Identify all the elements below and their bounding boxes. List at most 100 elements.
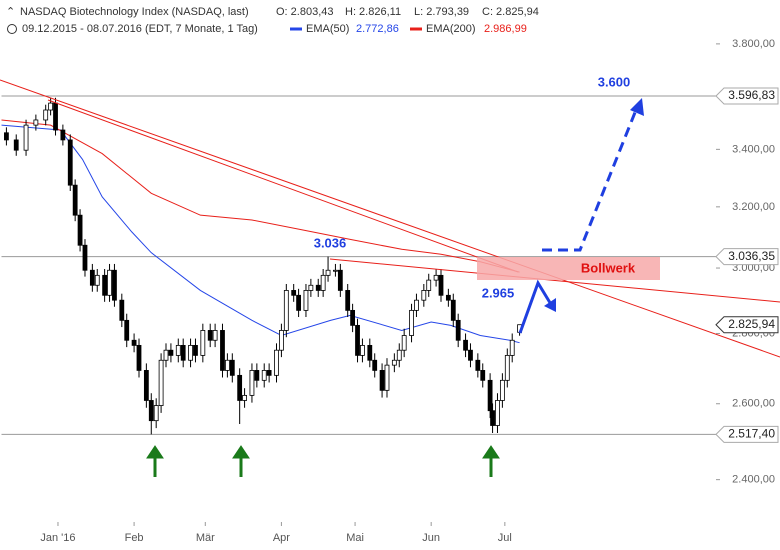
candle-body xyxy=(504,354,510,381)
candle-body xyxy=(237,374,243,401)
trend-line xyxy=(329,258,780,303)
legend-label: EMA(200) xyxy=(426,23,476,35)
candle-body xyxy=(426,279,432,291)
candle-body xyxy=(367,344,373,361)
x-tick-label: Jul xyxy=(498,532,512,544)
candle-body xyxy=(355,324,360,356)
annotation: Bollwerk xyxy=(581,260,636,275)
candle-body xyxy=(333,269,338,272)
candle-body xyxy=(77,214,83,246)
candle-body xyxy=(60,129,66,141)
candle-body xyxy=(148,400,154,422)
candle-body xyxy=(379,370,385,391)
candle-body xyxy=(242,394,247,401)
candle-body xyxy=(283,290,289,331)
legend-value: 2.986,99 xyxy=(484,23,527,35)
candle-body xyxy=(212,330,218,341)
candle-body xyxy=(391,359,397,366)
chart-title: NASDAQ Biotechnology Index (NASDAQ, last… xyxy=(20,6,249,18)
icon: ⌃ xyxy=(6,6,15,18)
candle-body xyxy=(320,274,326,291)
candle-body xyxy=(158,359,164,406)
candle-body xyxy=(82,244,88,271)
candle-body xyxy=(350,309,356,326)
candle-body xyxy=(112,269,117,301)
candle-body xyxy=(136,344,142,371)
candle-body xyxy=(455,319,461,341)
candle-body xyxy=(274,349,279,376)
annotation: 3.600 xyxy=(598,74,631,89)
candle-body xyxy=(495,400,500,426)
candle-body xyxy=(480,370,486,381)
trend-line xyxy=(0,79,780,358)
candle-body xyxy=(372,359,378,371)
candle-body xyxy=(409,309,414,336)
clock-icon xyxy=(7,24,17,34)
candle-body xyxy=(89,269,95,286)
arrow xyxy=(518,279,554,334)
candle-body xyxy=(438,274,444,296)
candle-body xyxy=(188,344,193,361)
ohlc-low: L: 2.793,39 xyxy=(414,6,469,18)
legend-value: 2.772,86 xyxy=(356,23,399,35)
candle-body xyxy=(72,184,78,216)
candle-body xyxy=(143,370,149,401)
level-box xyxy=(715,87,779,105)
up-arrows xyxy=(146,445,500,477)
x-tick-label: Jun xyxy=(422,532,440,544)
candle-body xyxy=(296,294,301,311)
candle-body xyxy=(433,274,439,281)
candle-body xyxy=(200,330,206,356)
candle-body xyxy=(207,330,213,341)
last-price-label: 2.825,94 xyxy=(728,317,775,331)
candle-body xyxy=(13,139,19,151)
candle-body xyxy=(153,405,159,422)
y-tick-label: 3.800,00 xyxy=(732,38,775,50)
candle-body xyxy=(229,359,235,376)
candle-body xyxy=(475,359,481,371)
candle-body xyxy=(254,370,260,381)
candle-body xyxy=(107,269,112,296)
trend-line xyxy=(47,99,519,273)
candle-body xyxy=(43,109,49,121)
candle-body xyxy=(291,290,297,296)
legend-label: EMA(50) xyxy=(306,23,349,35)
x-tick-label: Mär xyxy=(196,532,215,544)
level-label: 3.596,83 xyxy=(728,88,775,102)
candle-body xyxy=(396,349,402,361)
level-box xyxy=(715,425,779,443)
candle-body xyxy=(384,364,390,391)
y-tick-label: 2.600,00 xyxy=(732,398,775,410)
candle-body xyxy=(401,335,407,351)
candle-body xyxy=(119,299,125,321)
candle-body xyxy=(279,330,284,351)
candle-body xyxy=(360,344,365,356)
x-tick-label: Mai xyxy=(346,532,364,544)
x-tick-label: Jan '16 xyxy=(40,532,75,544)
header: ⌃ NASDAQ Biotechnology Index (NASDAQ, la… xyxy=(6,6,539,35)
plot xyxy=(1,95,716,435)
candle-body xyxy=(468,349,473,361)
candle-body xyxy=(180,344,186,361)
candle-body xyxy=(266,370,272,376)
y-tick-label: 3.200,00 xyxy=(732,201,775,213)
candle-body xyxy=(509,339,515,356)
ohlc-open: O: 2.803,43 xyxy=(276,6,334,18)
candle-body xyxy=(308,284,314,291)
candle-body xyxy=(303,290,309,311)
y-axis: 3.800,003.400,003.200,003.000,002.800,00… xyxy=(40,38,779,544)
annotation: 3.036 xyxy=(314,235,347,250)
x-tick-label: Apr xyxy=(273,532,290,544)
candle-body xyxy=(131,339,137,346)
subtitle: 09.12.2015 - 08.07.2016 (EDT, 7 Monate, … xyxy=(22,23,258,35)
candle-body xyxy=(124,319,130,341)
candle-body xyxy=(499,379,505,401)
y-tick-label: 3.400,00 xyxy=(732,143,775,155)
candle-body xyxy=(450,299,456,321)
arrow-head xyxy=(544,298,556,312)
ohlc-close: C: 2.825,94 xyxy=(482,6,539,18)
candle-body xyxy=(421,290,427,301)
drawings: 3.600 3.036 2.965 Bollwerk xyxy=(0,74,780,477)
candle-body xyxy=(337,269,343,291)
